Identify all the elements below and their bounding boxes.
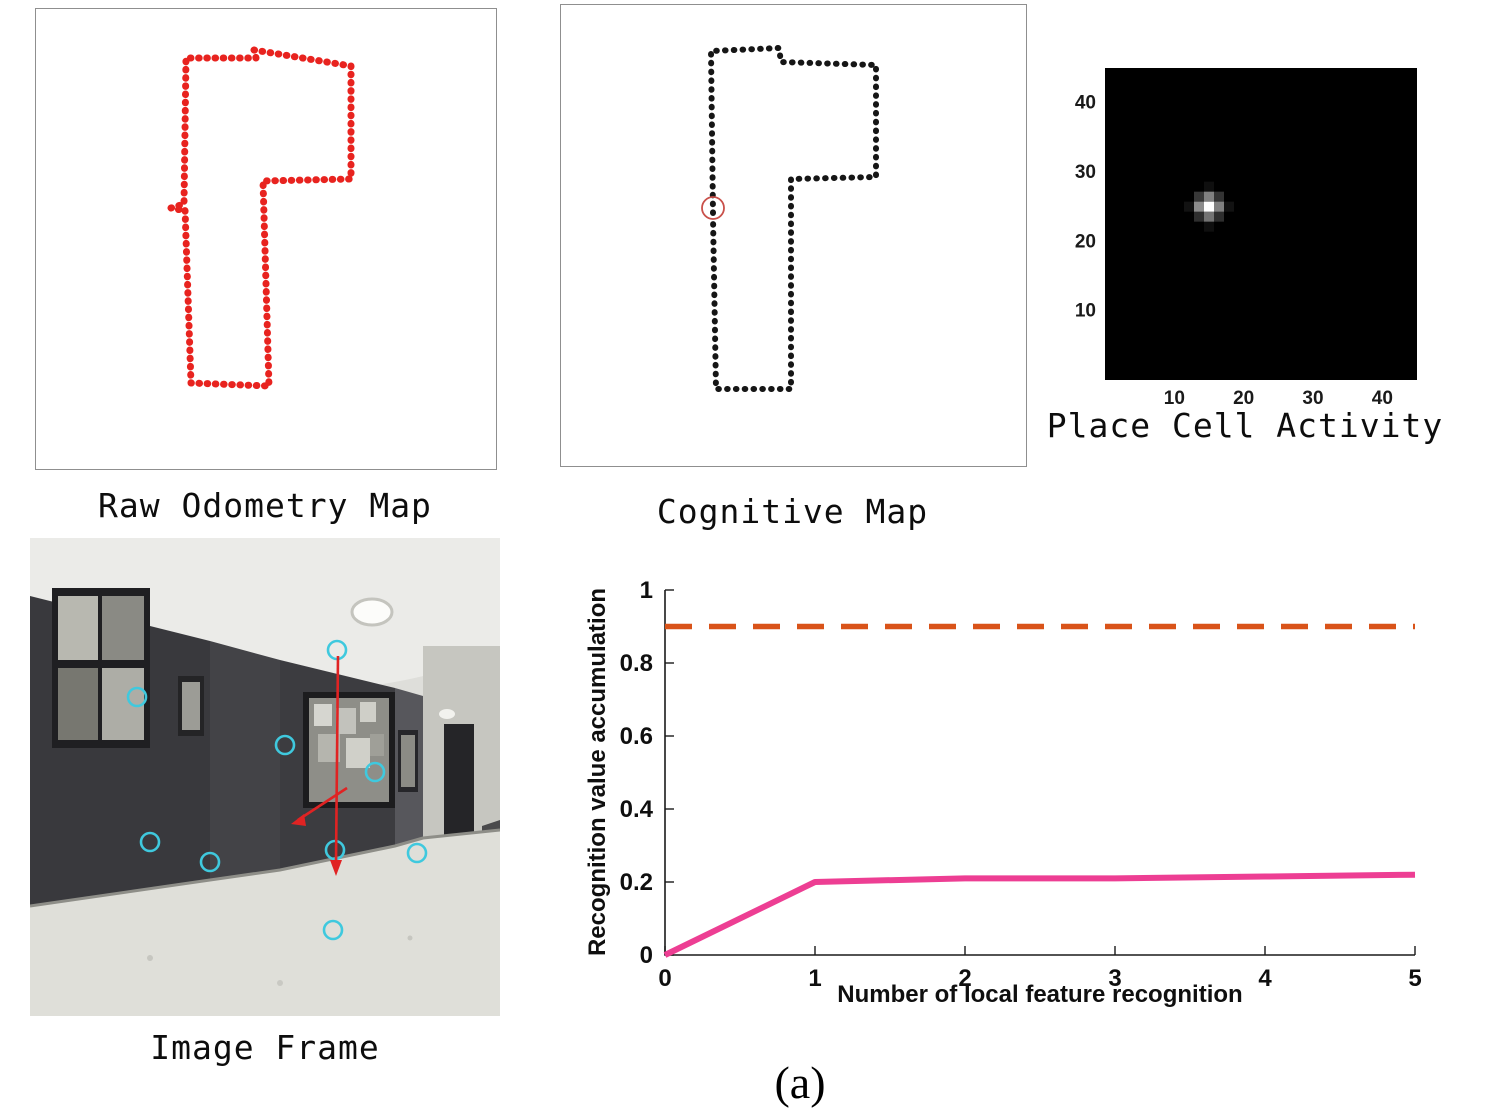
y-tick-label: 0: [640, 942, 653, 969]
y-tick-label: 1: [640, 577, 653, 604]
y-tick-label: 0.6: [620, 723, 653, 750]
place-cell-title: Place Cell Activity: [1046, 406, 1444, 445]
x-tick-label: 3: [1108, 965, 1121, 992]
corridor-light: [439, 709, 455, 719]
place-cell-activity-plot: 10 20 30 40 10 20 30 40: [1075, 68, 1417, 409]
corridor-door: [444, 724, 474, 844]
floor: [30, 830, 500, 1016]
y-axis-label: Recognition value accumulation: [584, 588, 611, 956]
cognitive-map-panel: [560, 4, 1027, 467]
image-frame-title: Image Frame: [150, 1028, 380, 1067]
ceiling-light: [350, 597, 394, 627]
floor-speckle: [407, 935, 413, 941]
place-cell-y-tick: 20: [1075, 231, 1096, 252]
place-cell-field: [1105, 68, 1417, 380]
place-cell-x-tick: 40: [1372, 388, 1393, 409]
x-tick-label: 1: [808, 965, 821, 992]
diagonal-arrow-shaft: [297, 786, 348, 822]
ceiling: [30, 538, 500, 689]
vertical-arrow-shaft: [334, 655, 340, 863]
place-cell-x-tick: 10: [1164, 388, 1185, 409]
cognitive-map-title: Cognitive Map: [656, 492, 929, 531]
floor-speckle: [147, 955, 153, 961]
odometry-trajectory: [167, 46, 355, 390]
raw-odometry-title: Raw Odometry Map: [98, 486, 432, 525]
recognition-chart: 0 1 2 3 4 5 0 0.2 0.4 0.6 0.8 1 Number of local fea…: [584, 577, 1422, 1008]
right-picture-frame: [398, 730, 418, 792]
keypoint-circle: [322, 919, 344, 941]
keypoint-circle: [126, 686, 148, 708]
keypoint-circle: [364, 761, 386, 783]
feature-keypoints: [126, 639, 428, 941]
place-cell-y-tick: 30: [1075, 162, 1096, 183]
place-cell-y-tick: 40: [1075, 93, 1096, 114]
raw-odometry-plot: [167, 46, 355, 390]
raw-odometry-map-panel: [35, 8, 497, 470]
place-cell-x-tick: 30: [1302, 388, 1323, 409]
mid-wall: [210, 641, 280, 880]
image-frame-panel: [29, 538, 501, 1021]
floor-speckle: [277, 980, 283, 986]
keypoint-circle: [199, 851, 221, 873]
subfigure-label: (a): [774, 1057, 826, 1108]
place-cell-panel: 10 20 30 40 10 20 30 40: [1063, 64, 1435, 415]
x-tick-label: 0: [658, 965, 671, 992]
bulletin-board: [303, 692, 395, 808]
place-cell-activity-spot: [1184, 181, 1234, 232]
diagonal-arrow-head: [291, 814, 306, 826]
keypoint-circle: [139, 831, 161, 853]
place-cell-x-tick: 20: [1233, 388, 1254, 409]
x-tick-label: 2: [958, 965, 971, 992]
vertical-arrow-head: [330, 860, 342, 876]
x-tick-label: 4: [1258, 965, 1272, 992]
heading-arrows: [297, 655, 348, 863]
left-picture-frame: [52, 588, 150, 748]
recognition-line: [663, 871, 1416, 958]
cognitive-map-plot: [701, 45, 879, 392]
y-tick-label: 0.2: [620, 869, 653, 896]
keypoint-circle: [406, 842, 428, 864]
y-tick-label: 0.4: [620, 796, 654, 823]
y-tick-label: 0.8: [620, 650, 653, 677]
cognitive-trajectory: [708, 45, 879, 392]
current-position-marker: [701, 196, 725, 220]
place-cell-y-tick: 10: [1075, 301, 1096, 322]
small-picture-frame: [178, 676, 204, 736]
x-tick-label: 5: [1408, 965, 1421, 992]
recognition-chart-plot-area: 0 1 2 3 4 5 0 0.2 0.4 0.6 0.8 1: [620, 577, 1422, 992]
image-frame-photo: [29, 538, 501, 1016]
x-axis-label: Number of local feature recognition: [837, 981, 1242, 1008]
keypoint-circle: [274, 734, 296, 756]
